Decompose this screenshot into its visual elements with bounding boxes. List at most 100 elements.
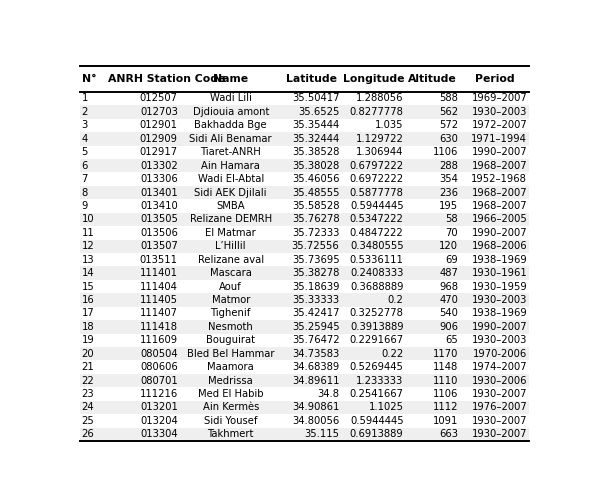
Text: Maamora: Maamora: [207, 362, 254, 372]
Text: 236: 236: [440, 188, 459, 198]
Text: 22: 22: [81, 376, 94, 386]
Text: 8: 8: [81, 188, 88, 198]
Text: 288: 288: [440, 161, 459, 171]
Text: 0.2408333: 0.2408333: [350, 268, 403, 278]
Text: 111216: 111216: [140, 389, 178, 399]
Bar: [80, 199, 529, 213]
Bar: [80, 172, 529, 186]
Text: 35.35444: 35.35444: [292, 120, 339, 130]
Text: 013306: 013306: [140, 174, 178, 184]
Text: 111404: 111404: [140, 281, 178, 291]
Text: 35.6525: 35.6525: [298, 107, 339, 117]
Text: 1930–1961: 1930–1961: [472, 268, 527, 278]
Text: 562: 562: [439, 107, 459, 117]
Text: 1990–2007: 1990–2007: [472, 322, 527, 332]
Text: 35.72333: 35.72333: [292, 228, 339, 238]
Bar: [80, 333, 529, 347]
Bar: [80, 240, 529, 253]
Text: Djdiouia amont: Djdiouia amont: [192, 107, 269, 117]
Text: 21: 21: [81, 362, 94, 372]
Bar: [80, 428, 529, 441]
Text: 1974–2007: 1974–2007: [472, 362, 527, 372]
Text: 9: 9: [81, 201, 88, 211]
Text: 26: 26: [81, 429, 94, 439]
Text: 24: 24: [81, 403, 94, 413]
Text: 1990–2007: 1990–2007: [472, 147, 527, 157]
Text: 470: 470: [440, 295, 459, 305]
Bar: [80, 387, 529, 401]
Text: Nesmoth: Nesmoth: [208, 322, 253, 332]
Text: 080606: 080606: [140, 362, 178, 372]
Text: 0.2291667: 0.2291667: [349, 335, 403, 345]
Text: 0.5347222: 0.5347222: [350, 215, 403, 225]
Text: 0.8277778: 0.8277778: [350, 107, 403, 117]
Text: 34.73583: 34.73583: [292, 349, 339, 359]
Text: 0.22: 0.22: [381, 349, 403, 359]
Text: 1148: 1148: [433, 362, 459, 372]
Text: 0.3913889: 0.3913889: [350, 322, 403, 332]
Text: 1970-2006: 1970-2006: [473, 349, 527, 359]
Text: 572: 572: [439, 120, 459, 130]
Text: Tighenif: Tighenif: [210, 308, 251, 318]
Bar: [80, 159, 529, 172]
Bar: [80, 374, 529, 387]
Text: 35.38278: 35.38278: [292, 268, 339, 278]
Text: 1976–2007: 1976–2007: [472, 403, 527, 413]
Text: 0.5944445: 0.5944445: [350, 201, 403, 211]
Text: 16: 16: [81, 295, 94, 305]
Text: 2: 2: [81, 107, 88, 117]
Bar: [80, 347, 529, 360]
Bar: [80, 226, 529, 240]
Text: 4: 4: [81, 134, 88, 144]
Bar: [80, 105, 529, 119]
Text: 1930–2007: 1930–2007: [472, 416, 527, 426]
Text: 013410: 013410: [140, 201, 178, 211]
Text: 0.6972222: 0.6972222: [349, 174, 403, 184]
Text: ANRH Station Code: ANRH Station Code: [108, 74, 225, 84]
Text: 1990–2007: 1990–2007: [472, 228, 527, 238]
Text: 35.42417: 35.42417: [292, 308, 339, 318]
Text: Ain Hamara: Ain Hamara: [201, 161, 260, 171]
Text: 111609: 111609: [140, 335, 178, 345]
Text: 1930–2003: 1930–2003: [472, 107, 527, 117]
Text: 35.33333: 35.33333: [292, 295, 339, 305]
Text: 58: 58: [446, 215, 459, 225]
Text: 34.8: 34.8: [317, 389, 339, 399]
Bar: [80, 186, 529, 199]
Text: 013505: 013505: [140, 215, 178, 225]
Text: 111405: 111405: [140, 295, 178, 305]
Bar: [80, 92, 529, 105]
Text: 1.035: 1.035: [375, 120, 403, 130]
Text: 013302: 013302: [140, 161, 178, 171]
Text: 1930–2007: 1930–2007: [472, 389, 527, 399]
Text: 012917: 012917: [140, 147, 178, 157]
Text: 35.32444: 35.32444: [292, 134, 339, 144]
Text: 3: 3: [81, 120, 88, 130]
Text: 0.3688889: 0.3688889: [350, 281, 403, 291]
Text: 1091: 1091: [433, 416, 459, 426]
Text: 34.80056: 34.80056: [292, 416, 339, 426]
Text: Name: Name: [213, 74, 248, 84]
Text: 23: 23: [81, 389, 94, 399]
Text: 1930–2006: 1930–2006: [472, 376, 527, 386]
Text: 35.58528: 35.58528: [292, 201, 339, 211]
Text: 35.72556: 35.72556: [292, 241, 339, 251]
Bar: [80, 293, 529, 307]
Text: 34.89611: 34.89611: [292, 376, 339, 386]
Text: 0.5877778: 0.5877778: [350, 188, 403, 198]
Text: L’Hillil: L’Hillil: [216, 241, 246, 251]
Text: 1968–2006: 1968–2006: [472, 241, 527, 251]
Text: 11: 11: [81, 228, 94, 238]
Text: 35.46056: 35.46056: [292, 174, 339, 184]
Text: Aouf: Aouf: [219, 281, 242, 291]
Text: 012507: 012507: [140, 93, 178, 103]
Bar: [80, 253, 529, 266]
Text: 5: 5: [81, 147, 88, 157]
Text: 1930–2003: 1930–2003: [472, 295, 527, 305]
Bar: [80, 414, 529, 428]
Text: El Matmar: El Matmar: [206, 228, 256, 238]
Text: 111418: 111418: [140, 322, 178, 332]
Text: 35.76278: 35.76278: [292, 215, 339, 225]
Text: 34.90861: 34.90861: [292, 403, 339, 413]
Text: Latitude: Latitude: [286, 74, 337, 84]
